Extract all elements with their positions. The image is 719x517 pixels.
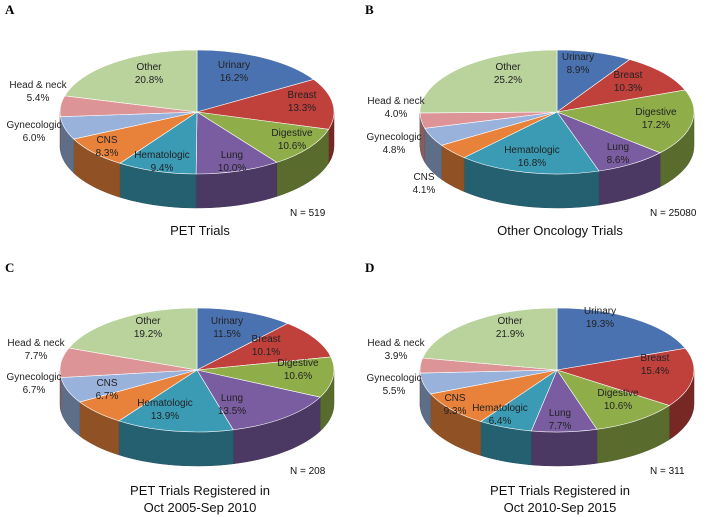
pie-slice-other xyxy=(422,307,558,371)
slice-label: Head & neck 7.7% xyxy=(7,338,65,362)
slice-label: Lung 8.6% xyxy=(607,142,630,166)
pie-side-lung xyxy=(531,429,598,467)
n-label: N = 311 xyxy=(650,466,685,477)
pie-slice-other xyxy=(419,49,558,114)
pie-slice-breast xyxy=(196,79,335,130)
slice-label: Urinary 19.3% xyxy=(584,306,616,330)
slice-label: Breast 10.3% xyxy=(614,70,643,94)
pie-slice-digestive xyxy=(196,111,330,163)
pie-chart: Urinary 19.3% Breast 15.4%Digestive 10.6% Lun… xyxy=(366,306,695,467)
pie-slice-hematologic xyxy=(118,369,234,433)
panel-d: D Urinary 19.3% Breast 15.4% Digestive 10.6% L… xyxy=(360,258,719,516)
slice-label: Lung 10.0% xyxy=(218,150,246,174)
panel-b: B Urinary 8.9% Breast 10.3% Digestive 17.2% Lu… xyxy=(360,0,719,258)
slice-label: Digestive 17.2% xyxy=(635,107,677,131)
chart-title: Other Oncology Trials xyxy=(497,223,623,238)
slice-label: Lung 7.7% xyxy=(549,408,572,432)
chart-title-line2: Oct 2010-Sep 2015 xyxy=(503,500,617,515)
slice-label: Head & neck 4.0% xyxy=(367,96,425,120)
pie-chart: Urinary 8.9% Breast 10.3% Digestive 17.2%Lung… xyxy=(366,49,695,209)
slice-label: Digestive 10.6% xyxy=(597,388,639,412)
chart-title: PET Trials xyxy=(170,223,230,238)
slice-label: CNS 4.1% xyxy=(413,172,436,196)
pie-slice-hematologic xyxy=(119,111,198,175)
slice-label: Hematologic 16.8% xyxy=(504,145,560,169)
panel-letter: C xyxy=(5,260,15,275)
pie-slice-urinary xyxy=(196,49,315,113)
slice-label: Urinary 8.9% xyxy=(562,52,594,76)
slice-label: Digestive 10.6% xyxy=(277,358,319,382)
slice-label: Hematologic 6.4% xyxy=(472,403,528,427)
n-label: N = 25080 xyxy=(650,208,697,219)
slice-label: Hematologic 13.9% xyxy=(137,398,193,422)
slice-label: Hematologic 9.4% xyxy=(134,150,190,174)
n-label: N = 519 xyxy=(290,208,326,219)
panel-a: A Urinary 16.2% Breast 13.3% Digestive 10.6% L… xyxy=(0,0,360,258)
slice-label: Gynecologic 6.0% xyxy=(6,120,61,144)
pie-slice-digestive xyxy=(555,89,695,154)
pie-slice-breast xyxy=(196,323,332,371)
slice-label: Breast 15.4% xyxy=(641,353,670,377)
n-label: N = 208 xyxy=(290,466,326,477)
chart-title-line2: Oct 2005-Sep 2010 xyxy=(143,500,257,515)
pie-slice-breast xyxy=(556,59,686,113)
slice-label: CNS 6.7% xyxy=(96,378,119,402)
slice-label: Head & neck 5.4% xyxy=(9,80,67,104)
slice-label: Digestive 10.6% xyxy=(271,128,313,152)
slice-label: Gynecologic 6.7% xyxy=(6,372,61,396)
chart-title: PET Trials Registered in xyxy=(490,483,630,498)
panel-letter: B xyxy=(365,2,374,17)
pie-slice-digestive xyxy=(196,356,335,398)
pie-chart: Urinary 16.2% Breast 13.3% Digestive 10.6% Lun… xyxy=(6,49,335,209)
slice-label: Other 20.8% xyxy=(135,62,163,86)
pie-slice-urinary xyxy=(196,307,289,371)
pie-slice-lung xyxy=(195,111,278,175)
slice-label: Other 25.2% xyxy=(494,62,522,86)
pie-slice-other xyxy=(64,49,198,113)
pie-slice-urinary xyxy=(556,307,686,371)
pie-slice-breast xyxy=(556,347,695,406)
panel-letter: A xyxy=(5,2,15,17)
chart-title: PET Trials Registered in xyxy=(130,483,270,498)
pie-chart: Urinary 11.5% Breast 10.1%Digestive 10.6% Lun… xyxy=(6,307,335,467)
pie-slice-lung xyxy=(196,369,321,431)
slice-label: Urinary 11.5% xyxy=(211,316,243,340)
slice-label: CNS 8.3% xyxy=(96,135,119,159)
panel-letter: D xyxy=(365,260,375,275)
pie-slice-hematologic xyxy=(463,111,600,175)
slice-label: Lung 13.5% xyxy=(218,393,246,417)
pie-slice-digestive xyxy=(556,369,670,430)
slice-label: Gynecologic 5.5% xyxy=(366,373,421,397)
panel-c: C Urinary 11.5% Breast 10.1% Digestive 10.6% L… xyxy=(0,258,360,516)
slice-label: Urinary 16.2% xyxy=(218,60,250,84)
slice-label: Breast 13.3% xyxy=(288,90,317,114)
pie-slice-other xyxy=(68,307,198,371)
slice-label: CNS 9.3% xyxy=(444,393,467,417)
slice-label: Gynecologic 4.8% xyxy=(366,132,421,156)
slice-label: Other 21.9% xyxy=(496,316,524,340)
pie-slice-cns xyxy=(430,369,558,422)
slice-label: Breast 10.1% xyxy=(252,334,281,358)
slice-label: Head & neck 3.9% xyxy=(367,338,425,362)
slice-label: Other 19.2% xyxy=(134,316,162,340)
